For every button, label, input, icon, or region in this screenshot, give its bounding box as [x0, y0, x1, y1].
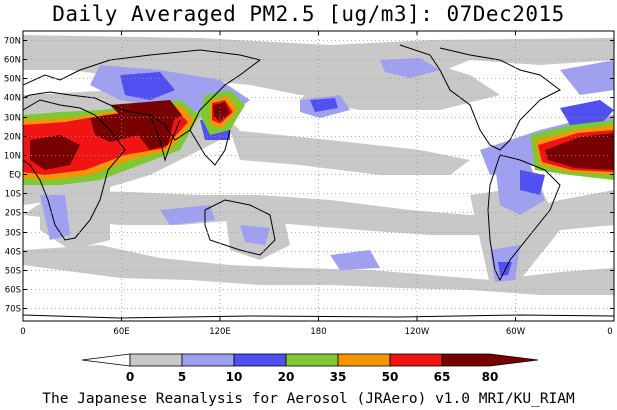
coastlines — [23, 44, 614, 319]
colorbar-tick-label: 20 — [278, 370, 295, 384]
lon-label: 0 — [607, 327, 612, 337]
longitude-labels: 0 60E 120E 180 120W 60W 0 — [20, 327, 612, 337]
lon-label: 120W — [405, 327, 430, 337]
colorbar-swatch-1 — [129, 353, 183, 367]
lat-label: 50N — [4, 75, 21, 85]
colorbar-tick-label: 65 — [434, 370, 451, 384]
lat-label: 70S — [5, 305, 21, 315]
colorbar-tick-label: 50 — [382, 370, 399, 384]
lat-label: 60S — [5, 286, 21, 296]
lat-label: 20S — [5, 209, 21, 219]
footer-credit: The Japanese Reanalysis for Aerosol (JRA… — [42, 391, 575, 407]
colorbar-swatch-7 — [441, 353, 539, 367]
graticule — [23, 31, 614, 321]
lat-label: 50S — [5, 267, 21, 277]
lon-label: 60W — [506, 327, 526, 337]
lon-label: 120E — [209, 327, 231, 337]
map-title: Daily Averaged PM2.5 [ug/m3]: 07Dec2015 — [52, 2, 565, 26]
latitude-labels: 70N 60N 50N 40N 30N 20N 10N EQ 10S 20S 3… — [4, 37, 21, 315]
colorbar-tick-label: 35 — [330, 370, 347, 384]
longitude-ticks — [121, 31, 516, 321]
pm25-band-20-35 — [120, 72, 614, 276]
lat-label: EQ — [9, 171, 21, 181]
lat-label: 30N — [4, 114, 21, 124]
lat-label: 10N — [4, 152, 21, 162]
lat-label: 40N — [4, 94, 21, 104]
lat-label: 20N — [4, 133, 21, 143]
colorbar-tick-label: 80 — [482, 370, 499, 384]
pm25-concentration-field — [23, 31, 614, 321]
lat-label: 30S — [5, 229, 21, 239]
lat-label: 40S — [5, 248, 21, 258]
colorbar-tick-label: 0 — [126, 370, 134, 384]
lon-label: 0 — [20, 327, 25, 337]
colorbar: 0 5 10 20 35 50 65 80 — [81, 353, 539, 384]
latitude-ticks — [23, 40, 614, 309]
colorbar-swatch-6 — [389, 353, 443, 367]
colorbar-swatch-0 — [81, 353, 131, 367]
colorbar-swatch-4 — [285, 353, 339, 367]
lat-label: 10S — [5, 190, 21, 200]
lat-label: 70N — [4, 37, 21, 47]
colorbar-tick-label: 5 — [178, 370, 186, 384]
lon-label: 180 — [310, 327, 326, 337]
colorbar-swatch-5 — [337, 353, 391, 367]
lat-label: 60N — [4, 56, 21, 66]
colorbar-tick-label: 10 — [226, 370, 243, 384]
colorbar-swatch-3 — [233, 353, 287, 367]
colorbar-swatch-2 — [181, 353, 235, 367]
lon-label: 60E — [113, 327, 129, 337]
